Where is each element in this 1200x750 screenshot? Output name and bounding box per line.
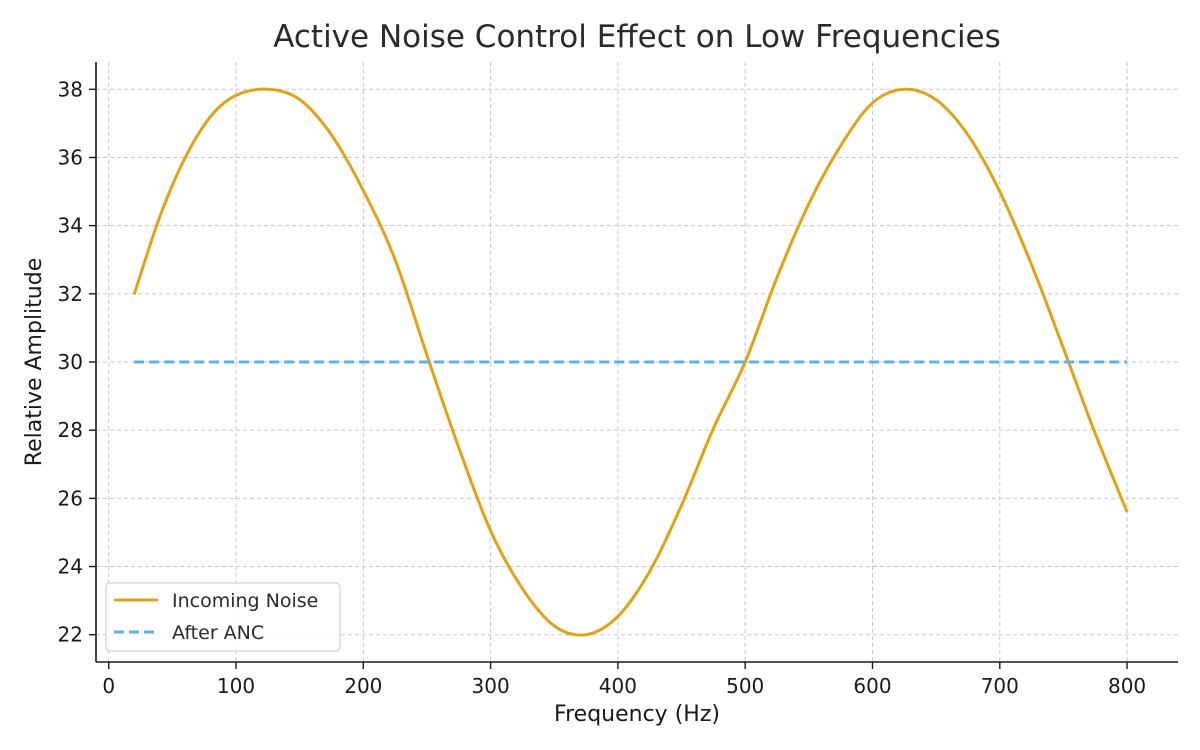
legend-label-incoming-noise: Incoming Noise (172, 590, 318, 612)
y-tick-label: 34 (58, 214, 83, 238)
x-tick-label: 800 (1108, 674, 1146, 698)
y-tick-label: 32 (58, 282, 83, 306)
y-ticks: 22 24 26 28 30 32 34 36 38 (58, 77, 96, 647)
chart-title: Active Noise Control Effect on Low Frequ… (273, 19, 1001, 55)
plot-area (132, 87, 1129, 637)
x-tick-label: 300 (472, 674, 510, 698)
x-tick-label: 700 (981, 674, 1019, 698)
x-tick-label: 600 (853, 674, 891, 698)
legend: Incoming Noise After ANC (105, 582, 341, 652)
x-tick-label: 400 (599, 674, 637, 698)
x-tick-label: 500 (726, 674, 764, 698)
y-tick-label: 36 (58, 145, 83, 169)
x-axis-label: Frequency (Hz) (554, 702, 720, 727)
y-tick-label: 22 (58, 623, 83, 647)
x-tick-label: 100 (217, 674, 255, 698)
y-axis-label: Relative Amplitude (22, 258, 47, 466)
y-tick-label: 24 (58, 555, 83, 579)
legend-box (105, 582, 341, 652)
series-line-incoming-noise (132, 87, 1129, 637)
legend-label-after-anc: After ANC (172, 622, 264, 644)
x-tick-label: 200 (344, 674, 382, 698)
x-tick-label: 0 (102, 674, 115, 698)
y-tick-label: 28 (58, 418, 83, 442)
y-tick-label: 38 (58, 77, 83, 101)
y-tick-label: 30 (58, 350, 83, 374)
x-ticks: 0 100 200 300 400 500 600 700 800 (102, 662, 1146, 698)
y-tick-label: 26 (58, 486, 83, 510)
grid (96, 62, 1178, 662)
